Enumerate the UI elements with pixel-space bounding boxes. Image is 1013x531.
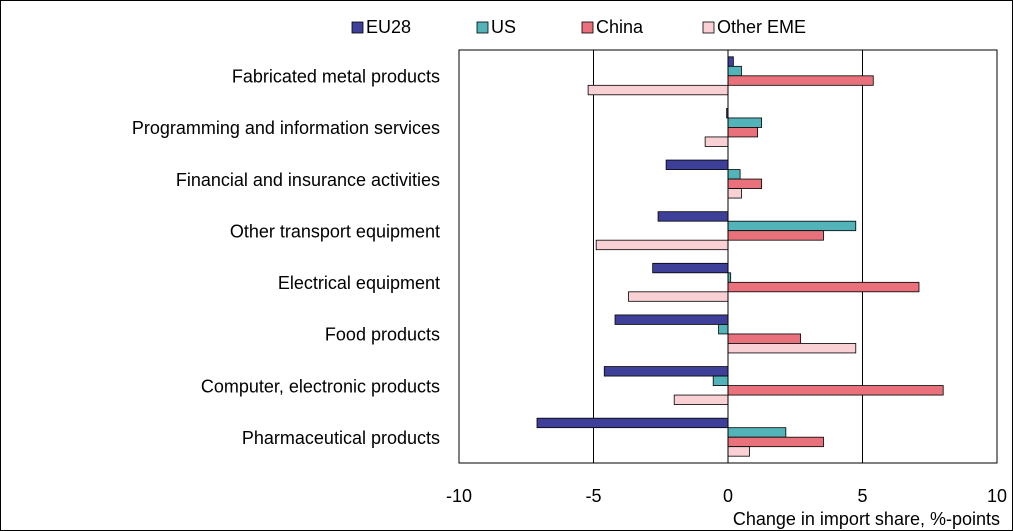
bar [718, 324, 729, 335]
y-tick-label: Electrical equipment [278, 273, 440, 293]
bar [652, 262, 729, 274]
bar [727, 127, 758, 138]
bar [727, 343, 857, 354]
y-tick-label: Other transport equipment [230, 221, 440, 241]
bar [727, 65, 742, 77]
bar [727, 56, 734, 67]
bar [727, 169, 741, 180]
bar [727, 446, 750, 457]
bar [727, 188, 742, 199]
bar [727, 436, 824, 448]
legend-label: China [596, 17, 644, 37]
bar [673, 394, 729, 405]
bar [536, 417, 729, 429]
x-tick-label: 0 [723, 486, 733, 506]
bar [727, 427, 787, 438]
bar [665, 159, 729, 170]
legend-swatch [702, 21, 715, 34]
bar [595, 239, 729, 251]
y-tick-label: Food products [325, 325, 440, 345]
bar [587, 84, 729, 96]
y-tick-label: Financial and insurance activities [176, 170, 440, 190]
y-tick-label: Pharmaceutical products [242, 428, 440, 448]
x-tick-label: 10 [987, 486, 1007, 506]
bar [727, 117, 763, 128]
x-tick-label: -5 [585, 486, 601, 506]
y-tick-label: Programming and information services [132, 118, 440, 138]
legend-label: US [491, 17, 516, 37]
bar [727, 178, 763, 189]
bar [727, 385, 944, 396]
bar [704, 136, 729, 147]
bar [712, 375, 729, 386]
bar [727, 220, 857, 232]
bar [603, 366, 729, 377]
legend-swatch [476, 21, 489, 34]
legend-swatch [581, 21, 594, 34]
bar [727, 230, 824, 241]
x-tick-label: 5 [857, 486, 867, 506]
bar [614, 314, 729, 325]
x-tick-label: -10 [446, 486, 472, 506]
y-tick-label: Computer, electronic products [201, 376, 440, 396]
legend-label: Other EME [717, 17, 806, 37]
bar [727, 75, 874, 86]
legend-swatch [351, 21, 364, 34]
bar [657, 211, 729, 222]
x-axis-label: Change in import share, %-points [733, 509, 1000, 529]
bar [727, 333, 802, 344]
legend-label: EU28 [366, 17, 411, 37]
y-tick-label: Fabricated metal products [232, 67, 440, 87]
bar [727, 281, 920, 293]
bar [628, 291, 729, 302]
